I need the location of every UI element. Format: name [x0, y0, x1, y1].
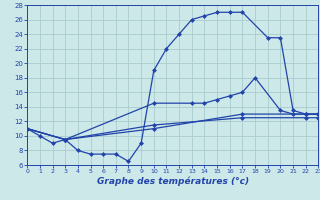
X-axis label: Graphe des températures (°c): Graphe des températures (°c)	[97, 177, 249, 186]
